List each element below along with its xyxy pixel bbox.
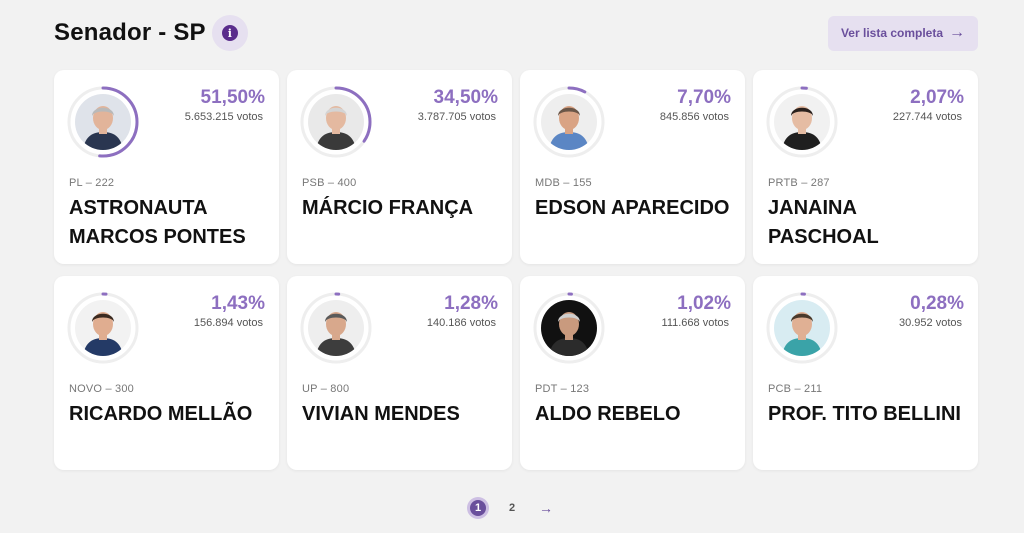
vote-share-ring-graphic xyxy=(766,292,838,364)
vote-percentage: 2,07% xyxy=(910,87,964,108)
party-number: PRTB – 287 xyxy=(768,177,830,189)
vote-share-ring-graphic xyxy=(533,292,605,364)
candidate-avatar xyxy=(774,94,830,150)
candidate-card[interactable]: 2,07% 227.744 votos PRTB – 287 JANAINA PASC… xyxy=(753,70,978,264)
candidate-name: ALDO REBELO xyxy=(535,403,681,425)
vote-count: 845.856 votos xyxy=(659,111,729,123)
candidate-name: JANAINA PASCHOAL xyxy=(768,197,879,248)
portrait-icon xyxy=(541,300,597,356)
party-number: PSB – 400 xyxy=(302,177,357,189)
header: Senador - SP i Ver lista completa → xyxy=(54,15,978,51)
vote-share-ring-graphic xyxy=(533,86,605,158)
vote-count: 111.668 votos xyxy=(661,317,729,329)
candidate-name: PROF. TITO BELLINI xyxy=(768,403,961,425)
party-number: PCB – 211 xyxy=(768,383,823,395)
page-1-button[interactable]: 1 xyxy=(467,497,489,519)
party-number: PDT – 123 xyxy=(535,383,590,395)
title-wrap: Senador - SP i xyxy=(54,15,248,51)
pagination: 1 2 → xyxy=(0,497,1024,519)
vote-percentage: 1,43% xyxy=(211,293,265,314)
portrait-icon xyxy=(541,94,597,150)
vote-count: 227.744 votos xyxy=(892,111,962,123)
candidate-avatar xyxy=(308,94,364,150)
info-icon: i xyxy=(221,25,238,41)
vote-share-ring xyxy=(67,86,139,158)
portrait-icon xyxy=(308,94,364,150)
vote-count: 30.952 votos xyxy=(899,317,962,329)
ring-progress-arc xyxy=(533,292,605,364)
full-list-button[interactable]: Ver lista completa → xyxy=(828,15,978,51)
ring-progress-arc xyxy=(766,292,838,364)
portrait-icon xyxy=(75,300,131,356)
candidate-name: MÁRCIO FRANÇA xyxy=(302,197,474,219)
vote-share-ring xyxy=(533,86,605,158)
vote-count: 156.894 votos xyxy=(193,317,263,329)
candidate-avatar xyxy=(541,94,597,150)
vote-share-ring xyxy=(67,292,139,364)
candidate-avatar xyxy=(75,94,131,150)
page-title: Senador - SP xyxy=(54,19,206,46)
ring-progress-arc xyxy=(67,86,139,158)
portrait-icon xyxy=(75,94,131,150)
vote-share-ring xyxy=(766,292,838,364)
candidate-avatar xyxy=(75,300,131,356)
party-number: UP – 800 xyxy=(302,383,350,395)
vote-percentage: 51,50% xyxy=(200,87,265,108)
portrait-icon xyxy=(308,300,364,356)
vote-share-ring xyxy=(300,292,372,364)
candidate-name: ASTRONAUTA MARCOS PONTES xyxy=(69,197,246,248)
next-page-icon[interactable]: → xyxy=(539,500,553,516)
ring-progress-arc xyxy=(766,86,838,158)
candidate-card[interactable]: 0,28% 30.952 votos PCB – 211 PROF. TITO BEL… xyxy=(753,276,978,470)
ring-progress-arc xyxy=(300,292,372,364)
ring-progress-arc xyxy=(67,292,139,364)
vote-share-ring-graphic xyxy=(67,86,139,158)
vote-share-ring xyxy=(300,86,372,158)
candidate-card[interactable]: 34,50% 3.787.705 votos PSB – 400 MÁRCIO FRA… xyxy=(287,70,512,264)
candidate-card[interactable]: 1,02% 111.668 votos PDT – 123 ALDO REBELO xyxy=(520,276,745,470)
page-1-label: 1 xyxy=(470,500,486,516)
vote-percentage: 1,28% xyxy=(444,293,498,314)
portrait-icon xyxy=(774,300,830,356)
candidate-avatar xyxy=(774,300,830,356)
vote-count: 140.186 votos xyxy=(426,317,496,329)
candidate-name: EDSON APARECIDO xyxy=(535,197,730,219)
vote-share-ring-graphic xyxy=(67,292,139,364)
vote-count: 3.787.705 votos xyxy=(417,111,496,123)
page-2-button[interactable]: 2 xyxy=(508,502,516,514)
portrait-icon xyxy=(774,94,830,150)
vote-percentage: 0,28% xyxy=(910,293,964,314)
arrow-right-icon: → xyxy=(949,24,966,41)
vote-share-ring-graphic xyxy=(300,292,372,364)
ring-progress-arc xyxy=(300,86,372,158)
candidate-avatar xyxy=(541,300,597,356)
party-number: PL – 222 xyxy=(69,177,115,189)
vote-percentage: 7,70% xyxy=(677,87,731,108)
vote-share-ring xyxy=(766,86,838,158)
info-button[interactable]: i xyxy=(211,15,248,51)
candidate-card[interactable]: 1,43% 156.894 votos NOVO – 300 RICARDO MELL… xyxy=(54,276,279,470)
candidate-card[interactable]: 7,70% 845.856 votos MDB – 155 EDSON APARECI… xyxy=(520,70,745,264)
candidate-grid: 51,50% 5.653.215 votos PL – 222 ASTRONAUTA … xyxy=(54,70,978,470)
vote-percentage: 34,50% xyxy=(433,87,498,108)
candidate-name: RICARDO MELLÃO xyxy=(69,403,253,425)
vote-share-ring xyxy=(533,292,605,364)
vote-share-ring-graphic xyxy=(766,86,838,158)
candidate-card[interactable]: 51,50% 5.653.215 votos PL – 222 ASTRONAUTA … xyxy=(54,70,279,264)
vote-count: 5.653.215 votos xyxy=(184,111,263,123)
vote-percentage: 1,02% xyxy=(677,293,731,314)
candidate-avatar xyxy=(308,300,364,356)
full-list-button-label: Ver lista completa xyxy=(840,26,944,40)
party-number: MDB – 155 xyxy=(535,177,592,189)
ring-progress-arc xyxy=(533,86,605,158)
vote-share-ring-graphic xyxy=(300,86,372,158)
candidate-card[interactable]: 1,28% 140.186 votos UP – 800 VIVIAN MENDES xyxy=(287,276,512,470)
party-number: NOVO – 300 xyxy=(69,383,134,395)
candidate-name: VIVIAN MENDES xyxy=(302,403,460,425)
